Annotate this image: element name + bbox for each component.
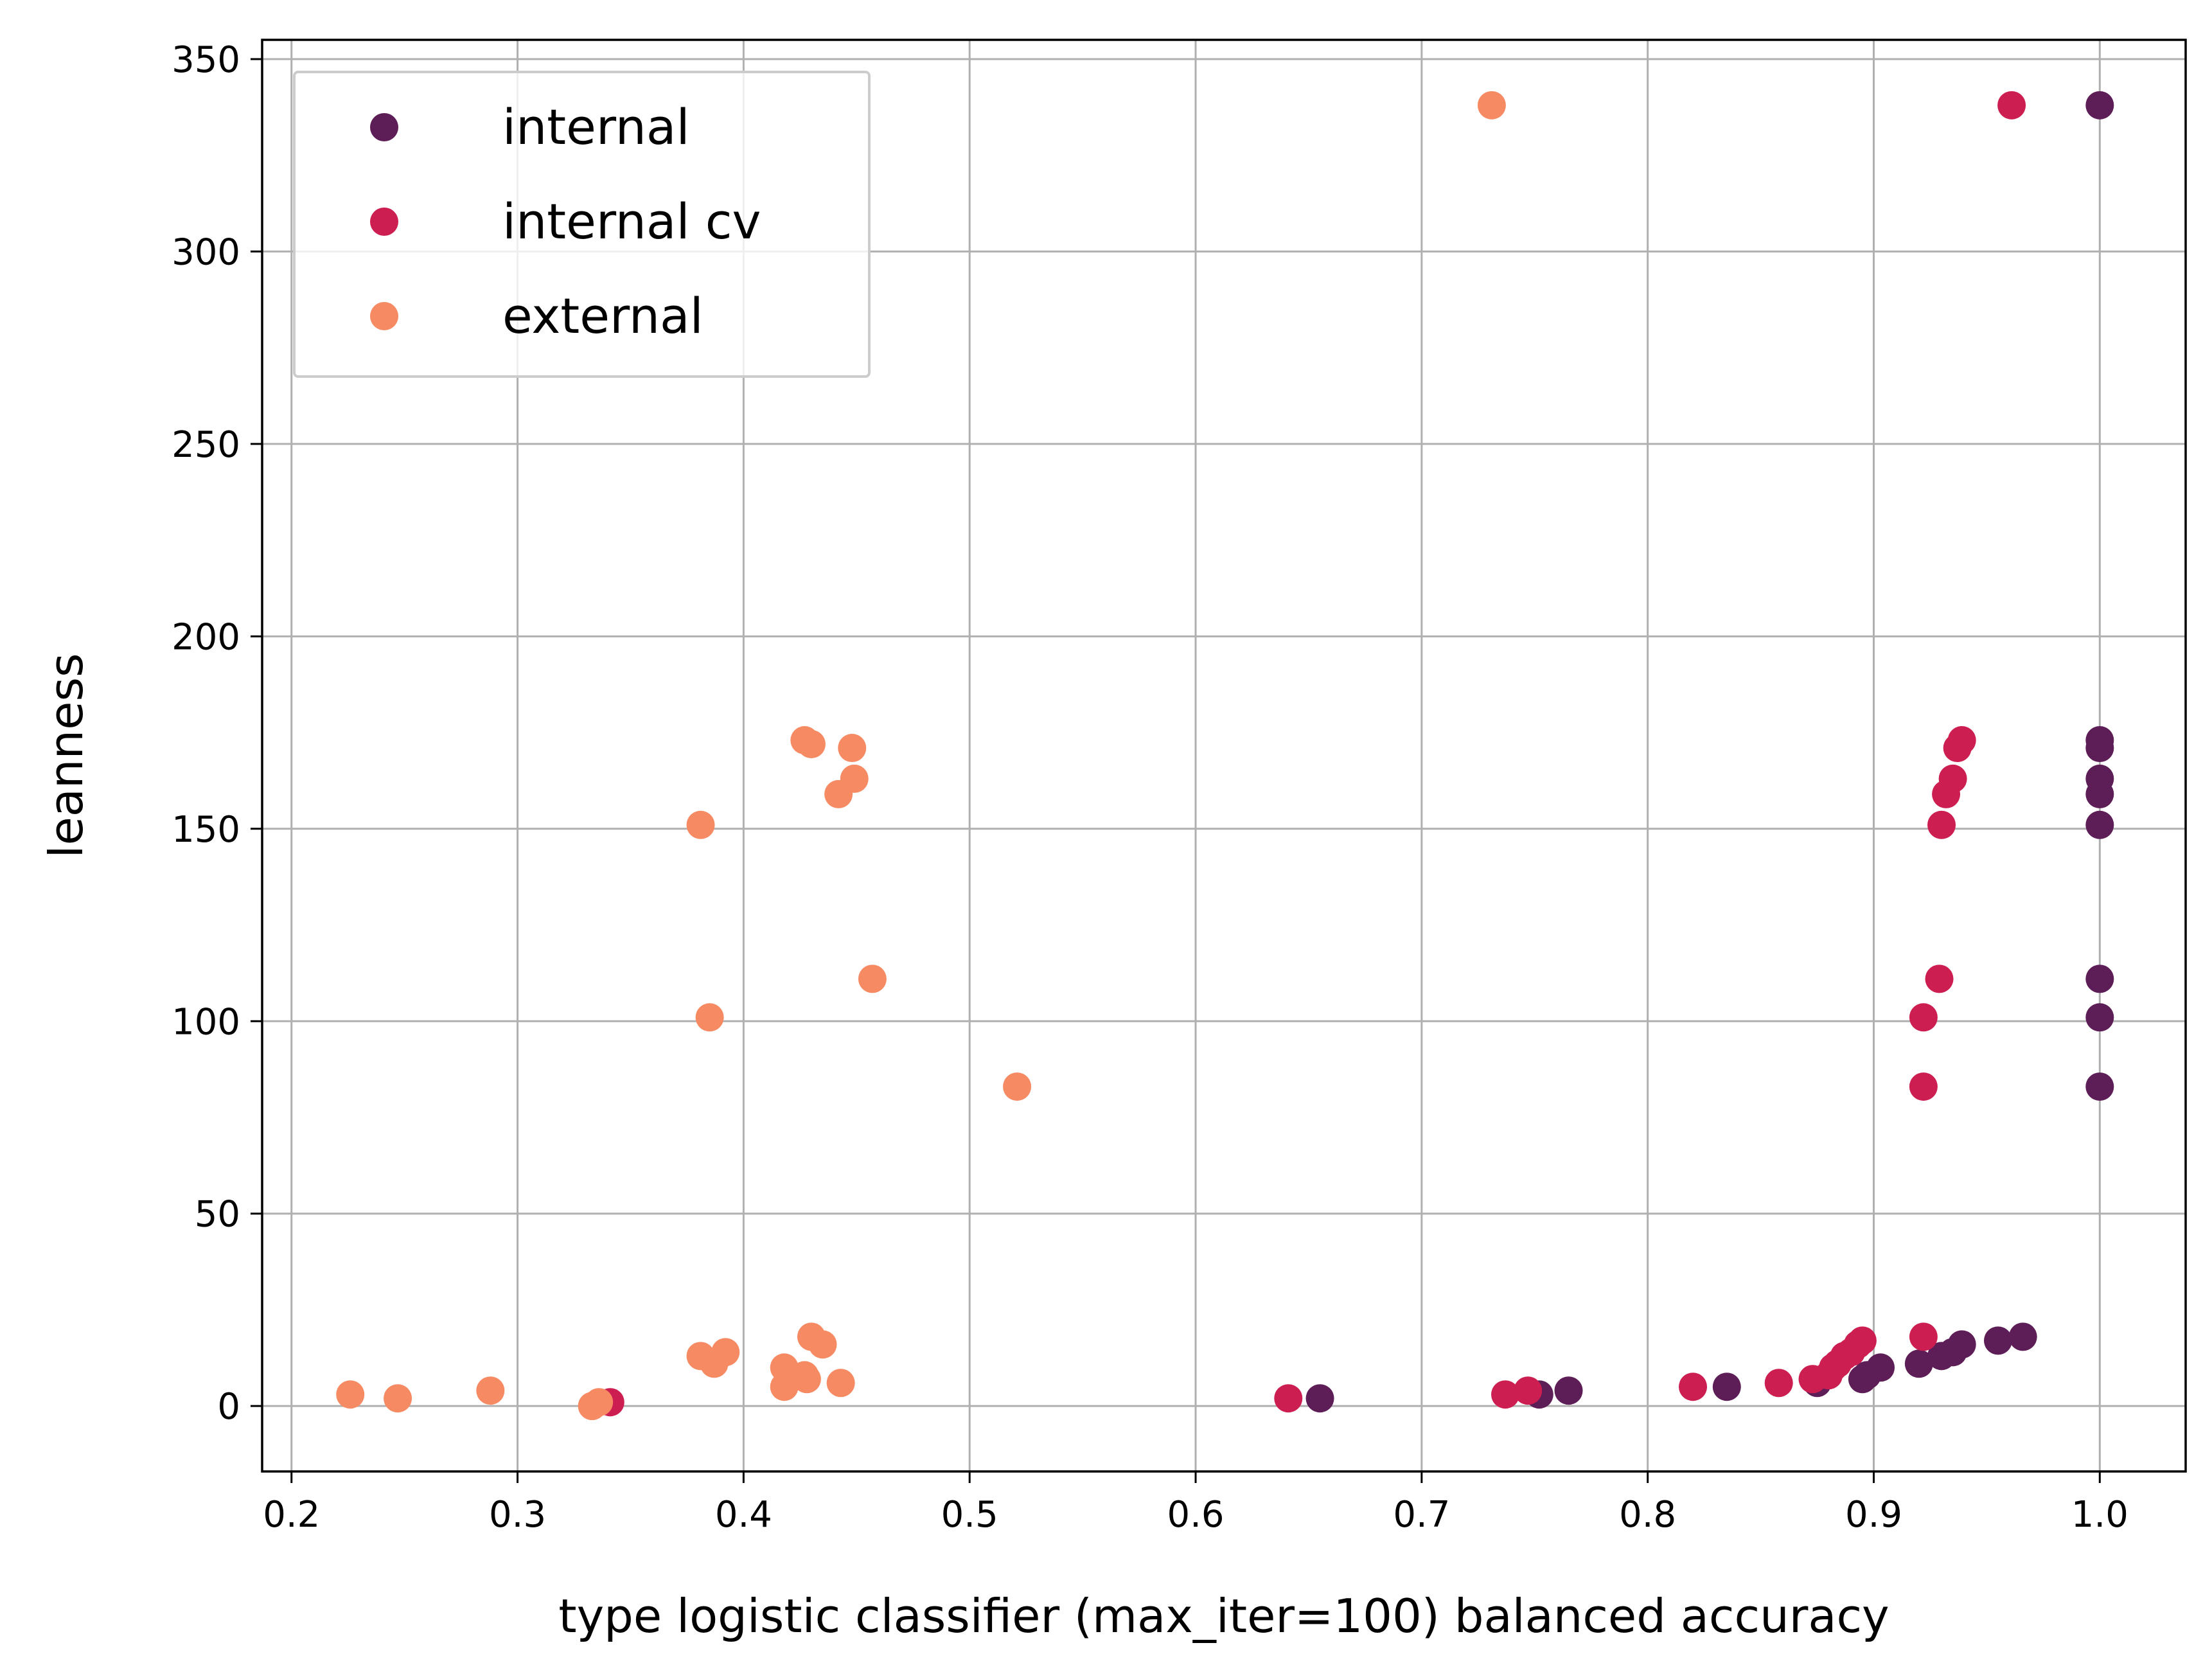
point-internal-cv: [1679, 1373, 1708, 1401]
legend-marker-internal-cv: [370, 208, 398, 236]
point-external: [858, 964, 887, 993]
point-internal-cv: [1909, 1072, 1938, 1101]
point-internal: [1927, 1342, 1956, 1371]
y-tick-label: 200: [172, 616, 240, 658]
point-external: [700, 1349, 729, 1378]
point-internal: [2085, 810, 2114, 839]
point-internal-cv: [1491, 1380, 1520, 1409]
point-internal: [2085, 779, 2114, 808]
x-axis-label: type logistic classifier (max_iter=100) …: [558, 1589, 1889, 1643]
legend: internal internal cv external: [293, 71, 871, 378]
point-internal: [2085, 964, 2114, 993]
point-external: [826, 1369, 855, 1398]
point-external: [384, 1384, 412, 1413]
x-tick-label: 0.7: [1393, 1494, 1450, 1536]
x-tick-label: 0.4: [715, 1494, 772, 1536]
x-tick-label: 0.3: [489, 1494, 546, 1536]
point-internal: [2085, 91, 2114, 120]
point-internal: [1848, 1365, 1877, 1394]
x-tick-label: 0.8: [1619, 1494, 1676, 1536]
y-tick-label: 50: [195, 1194, 240, 1236]
plot-frame: [261, 39, 2187, 1473]
legend-marker-internal: [370, 113, 398, 141]
point-external: [808, 1330, 837, 1359]
point-external: [686, 810, 715, 839]
point-internal: [1904, 1349, 1933, 1378]
point-internal-cv: [1909, 1003, 1938, 1032]
legend-marker-external: [370, 302, 398, 330]
x-tick-label: 0.5: [941, 1494, 998, 1536]
axis-ticks: 0.2 0.3 0.4 0.5 0.6 0.7 0.8 0.9 1.0 0 50 100 150 200 2…: [172, 39, 2128, 1536]
point-internal-cv: [1925, 964, 1954, 993]
point-internal-cv: [1274, 1384, 1303, 1413]
point-internal-cv: [1909, 1322, 1938, 1351]
x-tick-label: 0.2: [263, 1494, 320, 1536]
point-internal-cv: [1514, 1376, 1543, 1405]
point-internal: [1554, 1376, 1583, 1405]
point-internal-cv: [1943, 734, 1972, 763]
point-external: [770, 1373, 799, 1401]
point-internal-cv: [1927, 810, 1956, 839]
point-internal: [1305, 1384, 1334, 1413]
point-external: [578, 1392, 606, 1421]
y-tick-label: 0: [217, 1386, 240, 1428]
point-internal: [2085, 734, 2114, 763]
legend-box: [293, 71, 871, 378]
point-external: [1003, 1072, 1032, 1101]
point-external: [336, 1380, 365, 1409]
y-tick-label: 250: [172, 424, 240, 466]
point-internal: [1712, 1373, 1741, 1401]
point-internal: [2085, 1072, 2114, 1101]
x-tick-label: 1.0: [2071, 1494, 2128, 1536]
point-external: [476, 1376, 505, 1405]
grid: [262, 40, 2186, 1471]
point-external: [824, 779, 853, 808]
x-tick-label: 0.6: [1167, 1494, 1224, 1536]
y-tick-label: 300: [172, 231, 240, 273]
point-external: [1477, 91, 1506, 120]
point-external: [797, 730, 826, 759]
point-internal-cv: [1932, 779, 1961, 808]
point-internal-cv: [1997, 91, 2026, 120]
point-external: [838, 734, 867, 763]
point-internal-cv: [1764, 1369, 1793, 1398]
point-external: [792, 1365, 821, 1394]
point-internal: [1983, 1326, 2012, 1355]
y-axis-label: leanness: [39, 653, 93, 858]
x-tick-label: 0.9: [1845, 1494, 1902, 1536]
point-internal: [2085, 1003, 2114, 1032]
y-tick-label: 100: [172, 1001, 240, 1043]
y-tick-label: 150: [172, 809, 240, 851]
y-tick-label: 350: [172, 39, 240, 81]
legend-label-internal: internal: [502, 98, 690, 155]
data-points: [336, 91, 2114, 1421]
legend-label-internal-cv: internal cv: [502, 193, 761, 250]
point-external: [695, 1003, 724, 1032]
point-internal-cv: [1798, 1365, 1827, 1394]
legend-label-external: external: [502, 287, 703, 344]
point-internal: [2008, 1322, 2037, 1351]
